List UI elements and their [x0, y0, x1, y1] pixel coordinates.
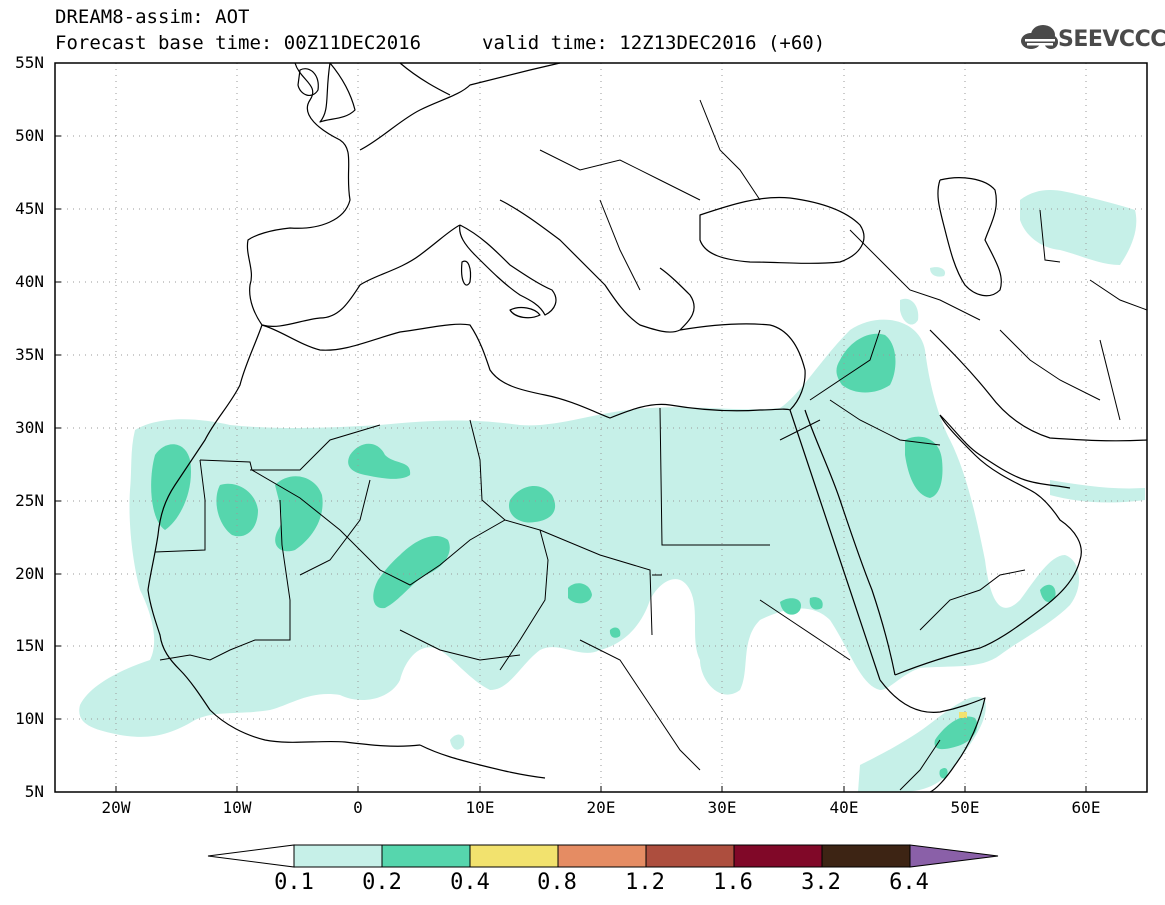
aot-shading-low [79, 190, 1145, 792]
map-grid [55, 63, 1147, 792]
lon-label-20w: 20W [101, 798, 131, 817]
lon-label-20e: 20E [586, 798, 616, 817]
colorbar-label: 0.1 [274, 870, 314, 895]
aot-shading-mid [151, 333, 1056, 779]
colorbar-label: 3.2 [801, 870, 841, 895]
colorbar-label: 6.4 [889, 870, 929, 895]
valid-time: valid time: 12Z13DEC2016 (+60) [482, 32, 826, 54]
colorbar-label: 1.2 [625, 870, 665, 895]
colorbar-label: 0.8 [537, 870, 577, 895]
lat-label-30n: 30N [15, 418, 44, 437]
lat-label-50n: 50N [15, 126, 44, 145]
product-title: DREAM8-assim: AOT [55, 6, 250, 28]
lat-label-20n: 20N [15, 564, 44, 583]
colorbar-label: 0.4 [450, 870, 490, 895]
aot-shading-high [959, 712, 967, 718]
axis-ticks [55, 135, 1087, 792]
lon-label-10w: 10W [222, 798, 252, 817]
country-borders [154, 99, 1148, 791]
coastlines [147, 62, 1148, 793]
cloud-logo-icon [1021, 25, 1058, 49]
logo-text: SEEVCCC [1058, 27, 1165, 52]
base-time: Forecast base time: 00Z11DEC2016 [55, 32, 422, 54]
lon-label-0: 0 [353, 798, 363, 817]
lon-label-60e: 60E [1071, 798, 1101, 817]
colorbar-label: 1.6 [713, 870, 753, 895]
lon-label-10e: 10E [465, 798, 495, 817]
lat-label-5n: 5N [24, 782, 44, 801]
lon-label-30e: 30E [707, 798, 737, 817]
lat-label-10n: 10N [15, 709, 44, 728]
lat-label-25n: 25N [15, 491, 44, 510]
lon-label-50e: 50E [950, 798, 980, 817]
lat-label-15n: 15N [15, 636, 44, 655]
colorbar-label: 0.2 [362, 870, 402, 895]
lat-label-55n: 55N [15, 53, 44, 72]
lat-label-35n: 35N [15, 345, 44, 364]
lat-label-45n: 45N [15, 199, 44, 218]
lon-label-40e: 40E [829, 798, 859, 817]
lat-label-40n: 40N [15, 272, 44, 291]
